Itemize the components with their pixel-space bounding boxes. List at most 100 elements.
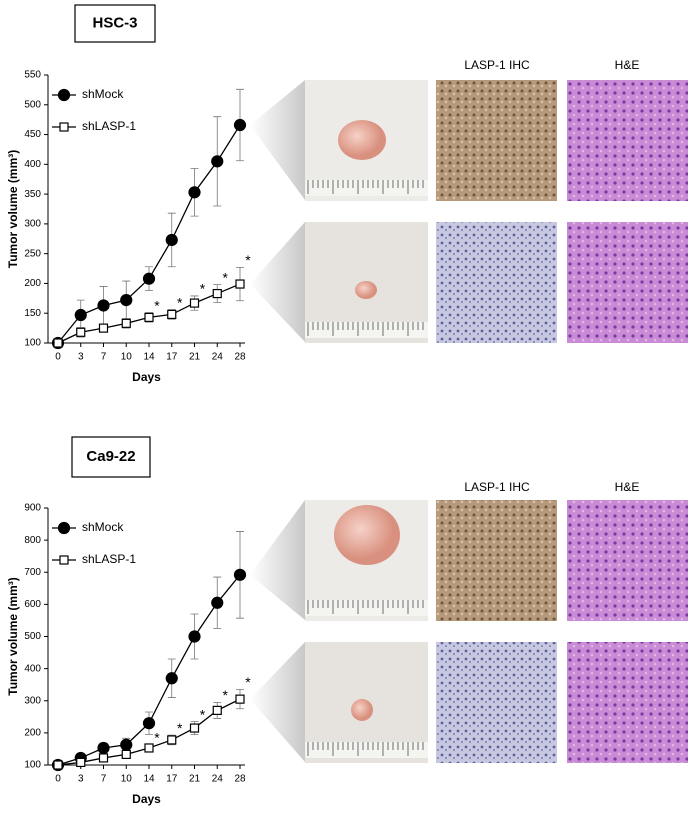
x-tick-label: 14: [143, 352, 155, 363]
he-image: [567, 500, 688, 621]
x-tick-label: 24: [212, 352, 224, 363]
marker: [233, 118, 247, 132]
ruler: [305, 180, 428, 196]
x-tick-label: 14: [143, 774, 155, 785]
legend-label: shMock: [82, 520, 124, 534]
marker: [233, 568, 247, 581]
marker: [53, 338, 63, 348]
y-tick-label: 100: [24, 760, 41, 771]
y-tick-label: 100: [24, 338, 41, 349]
ruler: [305, 322, 428, 338]
connector: [250, 642, 305, 762]
y-tick-label: 900: [24, 503, 41, 514]
y-tick-label: 250: [24, 248, 41, 259]
marker: [189, 723, 200, 733]
title-box: [71, 436, 151, 478]
marker: [188, 630, 201, 643]
marker: [76, 757, 86, 768]
x-tick-label: 10: [121, 352, 133, 363]
marker: [120, 738, 133, 751]
x-axis-label: Days: [132, 792, 161, 806]
tumor: [334, 505, 400, 565]
tumor: [351, 699, 373, 721]
image-header: H&E: [615, 480, 640, 494]
ruler: [305, 742, 428, 758]
marker: [98, 753, 109, 763]
image-header: H&E: [615, 58, 640, 72]
x-tick-label: 3: [78, 774, 84, 785]
y-tick-label: 300: [24, 695, 41, 706]
marker: [144, 743, 154, 753]
marker: [98, 323, 109, 333]
tumor: [338, 120, 386, 160]
x-tick-label: 17: [166, 352, 178, 363]
annotation: *: [223, 269, 229, 285]
ihc-image: [436, 642, 557, 763]
y-axis-label: Tumor volume (mm³): [6, 577, 20, 695]
x-tick-label: 24: [212, 774, 224, 785]
chart-title: Ca9-22: [86, 448, 135, 465]
x-tick-label: 3: [78, 352, 84, 363]
annotation: *: [245, 674, 251, 690]
marker: [167, 735, 177, 745]
y-tick-label: 200: [24, 278, 41, 289]
marker: [144, 312, 154, 322]
legend-label: shMock: [82, 87, 124, 101]
title-box: [74, 4, 156, 43]
annotation: *: [200, 706, 206, 722]
he-image: [567, 222, 688, 343]
x-tick-label: 17: [166, 774, 178, 785]
y-tick-label: 700: [24, 567, 41, 578]
legend-label: shLASP-1: [82, 552, 136, 566]
he-image: [567, 642, 688, 763]
marker: [142, 717, 156, 730]
y-tick-label: 400: [24, 663, 41, 674]
x-tick-label: 7: [101, 352, 107, 363]
marker: [235, 279, 245, 289]
he-image: [567, 80, 688, 201]
marker: [121, 749, 131, 759]
marker: [76, 327, 86, 337]
marker: [97, 299, 110, 312]
marker: [165, 233, 178, 247]
x-tick-label: 10: [121, 774, 133, 785]
marker: [53, 760, 63, 770]
marker: [74, 308, 87, 322]
x-tick-label: 21: [189, 352, 201, 363]
marker: [120, 294, 133, 307]
marker: [57, 521, 71, 535]
y-tick-label: 500: [24, 99, 41, 110]
connector: [250, 500, 305, 620]
legend-label: shLASP-1: [82, 119, 136, 133]
marker: [165, 672, 178, 685]
x-tick-label: 0: [55, 352, 61, 363]
annotation: *: [223, 687, 229, 703]
x-tick-label: 7: [101, 774, 107, 785]
marker: [212, 288, 222, 299]
marker: [167, 309, 177, 320]
ihc-image: [436, 80, 557, 201]
y-tick-label: 200: [24, 728, 41, 739]
chart-title: HSC-3: [92, 14, 137, 31]
annotation: *: [245, 252, 251, 268]
y-tick-label: 400: [24, 159, 41, 170]
image-header: LASP-1 IHC: [464, 480, 530, 494]
y-tick-label: 300: [24, 219, 41, 230]
marker: [59, 555, 69, 565]
marker: [235, 694, 245, 704]
y-tick-label: 450: [24, 129, 41, 140]
y-tick-label: 500: [24, 631, 41, 642]
marker: [211, 155, 224, 168]
annotation: *: [154, 729, 160, 745]
x-tick-label: 28: [234, 352, 246, 363]
annotation: *: [200, 281, 206, 297]
marker: [121, 318, 131, 328]
marker: [211, 596, 224, 609]
marker: [97, 741, 110, 755]
y-tick-label: 600: [24, 599, 41, 610]
marker: [188, 186, 201, 199]
ruler: [305, 600, 428, 616]
x-axis-label: Days: [132, 370, 161, 384]
ihc-image: [436, 222, 557, 343]
